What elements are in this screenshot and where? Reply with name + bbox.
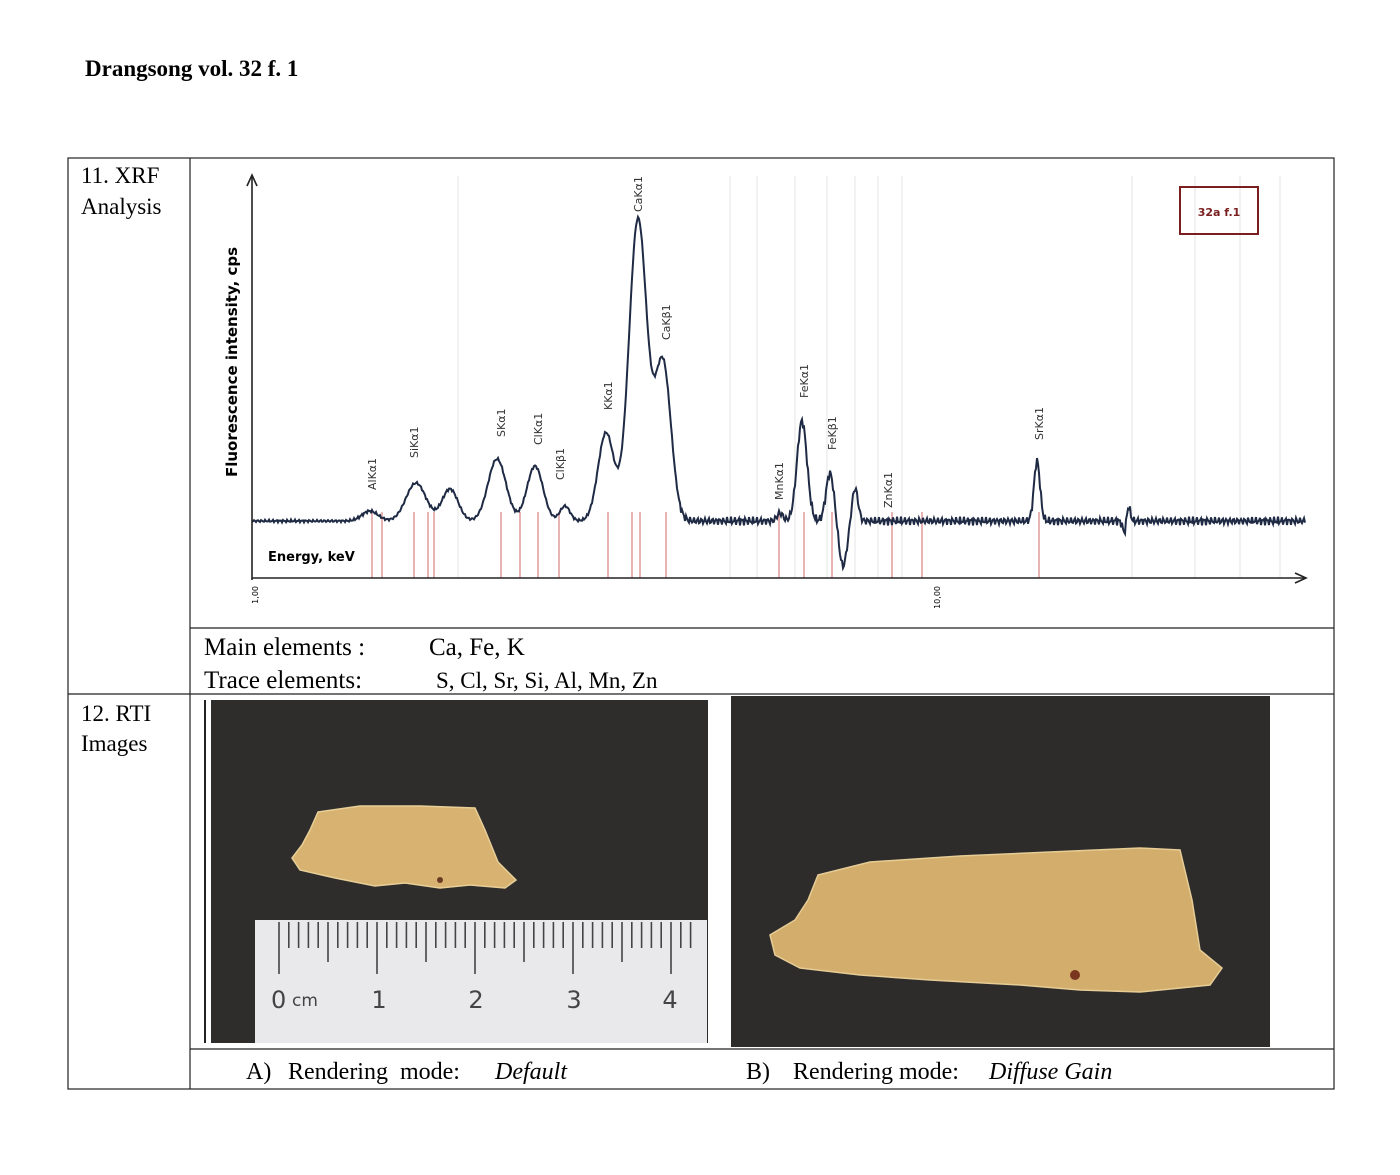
caption: Rendering mode: [288, 1059, 460, 1085]
peak-label: MnKα1 [773, 462, 786, 500]
peak-label: ClKβ1 [554, 448, 567, 480]
photo-a: 0 cm 1 2 3 4 [204, 700, 708, 1043]
x-tick-label: 1,00 [251, 586, 260, 604]
y-axis-label: Fluorescence intensity, cps [223, 247, 241, 477]
peak-label: CaKα1 [632, 176, 645, 212]
ruler-label: 3 [566, 986, 581, 1014]
peak-label: KKα1 [602, 381, 615, 410]
ruler-label: 0 [271, 986, 286, 1014]
peak-label: AlKα1 [366, 458, 379, 490]
caption-marker: B) [746, 1059, 770, 1085]
x-tick-label: 10,00 [933, 586, 942, 609]
photo-b [731, 696, 1270, 1047]
grid [457, 176, 1281, 578]
peak-label: FeKα1 [798, 364, 811, 398]
row-label: 12. RTI [81, 701, 151, 726]
elements-label: Main elements : [204, 634, 365, 661]
peak-label: FeKβ1 [826, 416, 839, 450]
page-title: Drangsong vol. 32 f. 1 [85, 56, 298, 81]
peak-label: CaKβ1 [660, 304, 673, 340]
ruler-label: 1 [371, 986, 386, 1014]
caption: Rendering mode: [793, 1059, 959, 1085]
legend-label: 32a f.1 [1198, 206, 1241, 219]
peak-labels: AlKα1 SiKα1 SKα1 ClKα1 ClKβ1 KKα1 CaKα1 CaKβ1 Mn… [366, 176, 1046, 508]
peak-label: SKα1 [495, 409, 508, 437]
row-label: Images [81, 731, 147, 756]
x-axis-label: Energy, keV [268, 550, 355, 565]
peak-label: ZnKα1 [882, 472, 895, 508]
table-grid [67, 157, 1335, 1090]
peak-markers [371, 512, 1040, 578]
peak-label: SiKα1 [408, 426, 421, 458]
caption-marker: A) [246, 1059, 271, 1085]
peak-label: SrKα1 [1033, 407, 1046, 440]
caption-mode: Default [494, 1059, 568, 1085]
ruler-label: 4 [662, 986, 677, 1014]
row-label: Analysis [81, 194, 162, 219]
peak-label: ClKα1 [532, 413, 545, 445]
elements-label: Trace elements: [204, 667, 362, 694]
elements-value: Ca, Fe, K [429, 634, 525, 661]
legend-box [1179, 186, 1259, 235]
ruler-label: cm [292, 991, 318, 1011]
axes [246, 173, 1308, 584]
spectrum [251, 214, 1306, 572]
row-label: 11. XRF [81, 163, 159, 188]
figure-background [192, 160, 1332, 626]
xrf-figure: 32a f.1 Fluorescence intensity, cps Ener… [192, 160, 1332, 626]
elements-value: S, Cl, Sr, Si, Al, Mn, Zn [436, 668, 658, 693]
caption-mode: Diffuse Gain [988, 1059, 1112, 1085]
ruler-label: 2 [468, 986, 483, 1014]
